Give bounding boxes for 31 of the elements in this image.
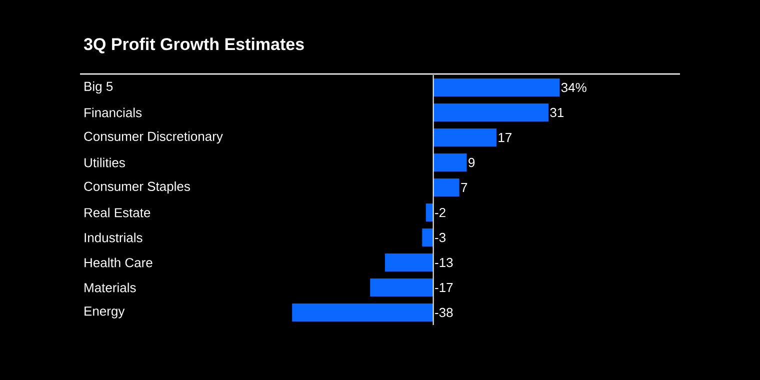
- y-tick-label: Big 5: [84, 81, 113, 94]
- y-tick-label: Financials: [84, 108, 142, 118]
- y-tick-label: Health Care: [84, 258, 152, 268]
- data-label: 17: [498, 133, 512, 142]
- data-label: 7: [461, 183, 468, 192]
- data-label: -17: [435, 283, 453, 292]
- y-tick-label: Materials: [84, 282, 136, 292]
- bar: [384, 254, 434, 272]
- bar: [433, 128, 496, 146]
- bar: [433, 154, 467, 172]
- bar: [370, 278, 434, 297]
- data-label: -13: [435, 258, 453, 268]
- bar: [292, 304, 434, 322]
- data-label: 9: [468, 158, 475, 168]
- data-label: -38: [435, 308, 453, 318]
- data-label: 34%: [561, 82, 586, 92]
- y-tick-label: Industrials: [84, 232, 142, 242]
- y-tick-label: Real Estate: [84, 208, 150, 218]
- data-label: -3: [435, 232, 446, 242]
- chart-title: 3Q Profit Growth Estimates: [84, 38, 304, 54]
- data-label: -2: [435, 208, 446, 218]
- y-tick-label: Consumer Staples: [84, 181, 190, 194]
- bar: [426, 204, 434, 222]
- y-tick-label: Consumer Discretionary: [84, 131, 223, 144]
- bar: [422, 228, 434, 247]
- y-tick-label: Energy: [84, 306, 125, 318]
- data-label: 31: [550, 108, 564, 118]
- bar: [433, 178, 460, 196]
- y-tick-label: Utilities: [84, 158, 125, 168]
- bar: [433, 104, 548, 122]
- bar: [433, 78, 560, 96]
